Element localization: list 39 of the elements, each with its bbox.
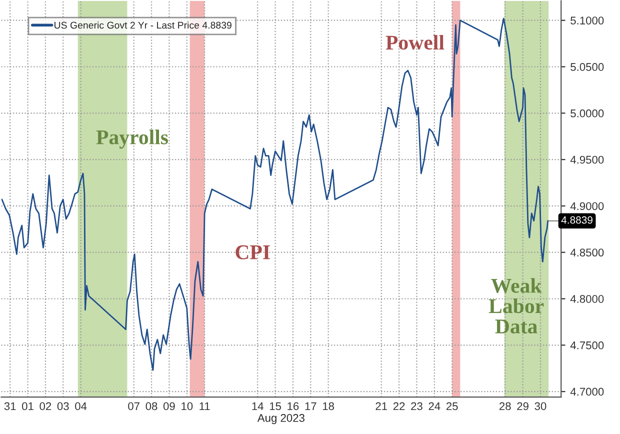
x-axis-title: Aug 2023 [257,414,304,424]
x-tick-label: 17 [305,402,316,410]
x-tick-label: 10 [182,402,193,410]
x-tick-label: 07 [128,402,140,410]
x-tick-label: 31 [4,402,16,410]
y-tick-label: 4.9000 [570,202,604,210]
x-tick-label: 11 [200,402,210,410]
x-tick-label: 18 [322,402,334,410]
x-tick-label: 03 [57,402,69,410]
annotation: 4.8839 [561,216,592,224]
x-tick-label: 09 [163,402,175,410]
x-tick-label: 22 [393,402,405,410]
x-tick-label: 02 [40,402,52,410]
y-tick-label: 5.0500 [570,63,604,71]
y-tick-label: 5.1000 [570,16,604,24]
y-tick-label: 4.8500 [570,248,604,256]
x-tick-label: 21 [376,402,387,410]
x-tick-label: 30 [534,402,546,410]
x-tick-label: 23 [411,402,422,410]
annotation: Payrolls [96,130,168,149]
y-tick-label: 4.7000 [570,388,604,396]
line-series [1,18,549,371]
x-tick-label: 08 [146,402,158,410]
y-tick-label: 4.7500 [570,341,604,350]
x-tick-label: 01 [22,402,34,410]
x-tick-label: 28 [499,402,511,410]
x-tick-label: 15 [270,402,281,410]
y-tick-label: 4.9500 [570,156,604,164]
annotation: CPI [236,245,270,260]
annotation: Powell [386,35,444,50]
y-tick-label: 4.8000 [570,295,604,303]
x-tick-label: 24 [428,402,440,410]
x-tick-label: 04 [75,402,87,410]
x-tick-label: 29 [517,402,528,410]
x-tick-label: 14 [252,402,264,410]
x-tick-label: 16 [288,402,299,410]
y-tick-label: 5.0000 [570,109,604,118]
legend-label: US Generic Govt 2 Yr - Last Price 4.8839 [54,22,232,29]
x-tick-label: 25 [446,402,458,410]
